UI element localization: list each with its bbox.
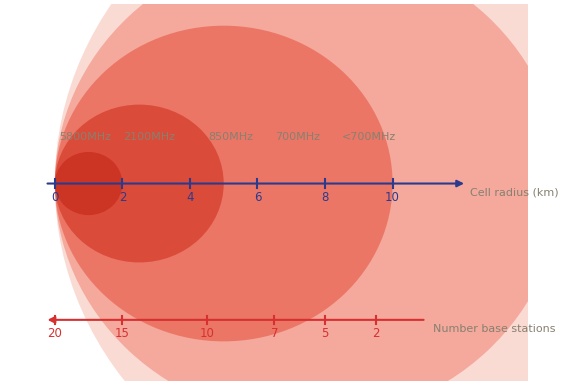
Ellipse shape xyxy=(55,105,224,263)
Ellipse shape xyxy=(55,0,561,385)
Text: 10: 10 xyxy=(199,327,214,340)
Ellipse shape xyxy=(55,152,122,215)
Text: 8: 8 xyxy=(321,191,329,204)
Text: 2: 2 xyxy=(372,327,379,340)
Text: <700MHz: <700MHz xyxy=(342,132,396,142)
Text: 4: 4 xyxy=(186,191,193,204)
Text: 850MHz: 850MHz xyxy=(208,132,253,142)
Text: Number base stations: Number base stations xyxy=(433,324,556,334)
Ellipse shape xyxy=(55,26,393,341)
Text: 5800MHz: 5800MHz xyxy=(59,132,111,142)
Text: 6: 6 xyxy=(254,191,261,204)
Text: 15: 15 xyxy=(115,327,130,340)
Text: 5: 5 xyxy=(321,327,329,340)
Ellipse shape xyxy=(55,0,574,385)
Text: 0: 0 xyxy=(51,191,59,204)
Text: 2: 2 xyxy=(119,191,126,204)
Text: 7: 7 xyxy=(270,327,278,340)
Text: 10: 10 xyxy=(385,191,400,204)
Text: 700MHz: 700MHz xyxy=(276,132,320,142)
Text: Cell radius (km): Cell radius (km) xyxy=(470,188,559,198)
Text: 20: 20 xyxy=(48,327,62,340)
Text: 2100MHz: 2100MHz xyxy=(123,132,176,142)
